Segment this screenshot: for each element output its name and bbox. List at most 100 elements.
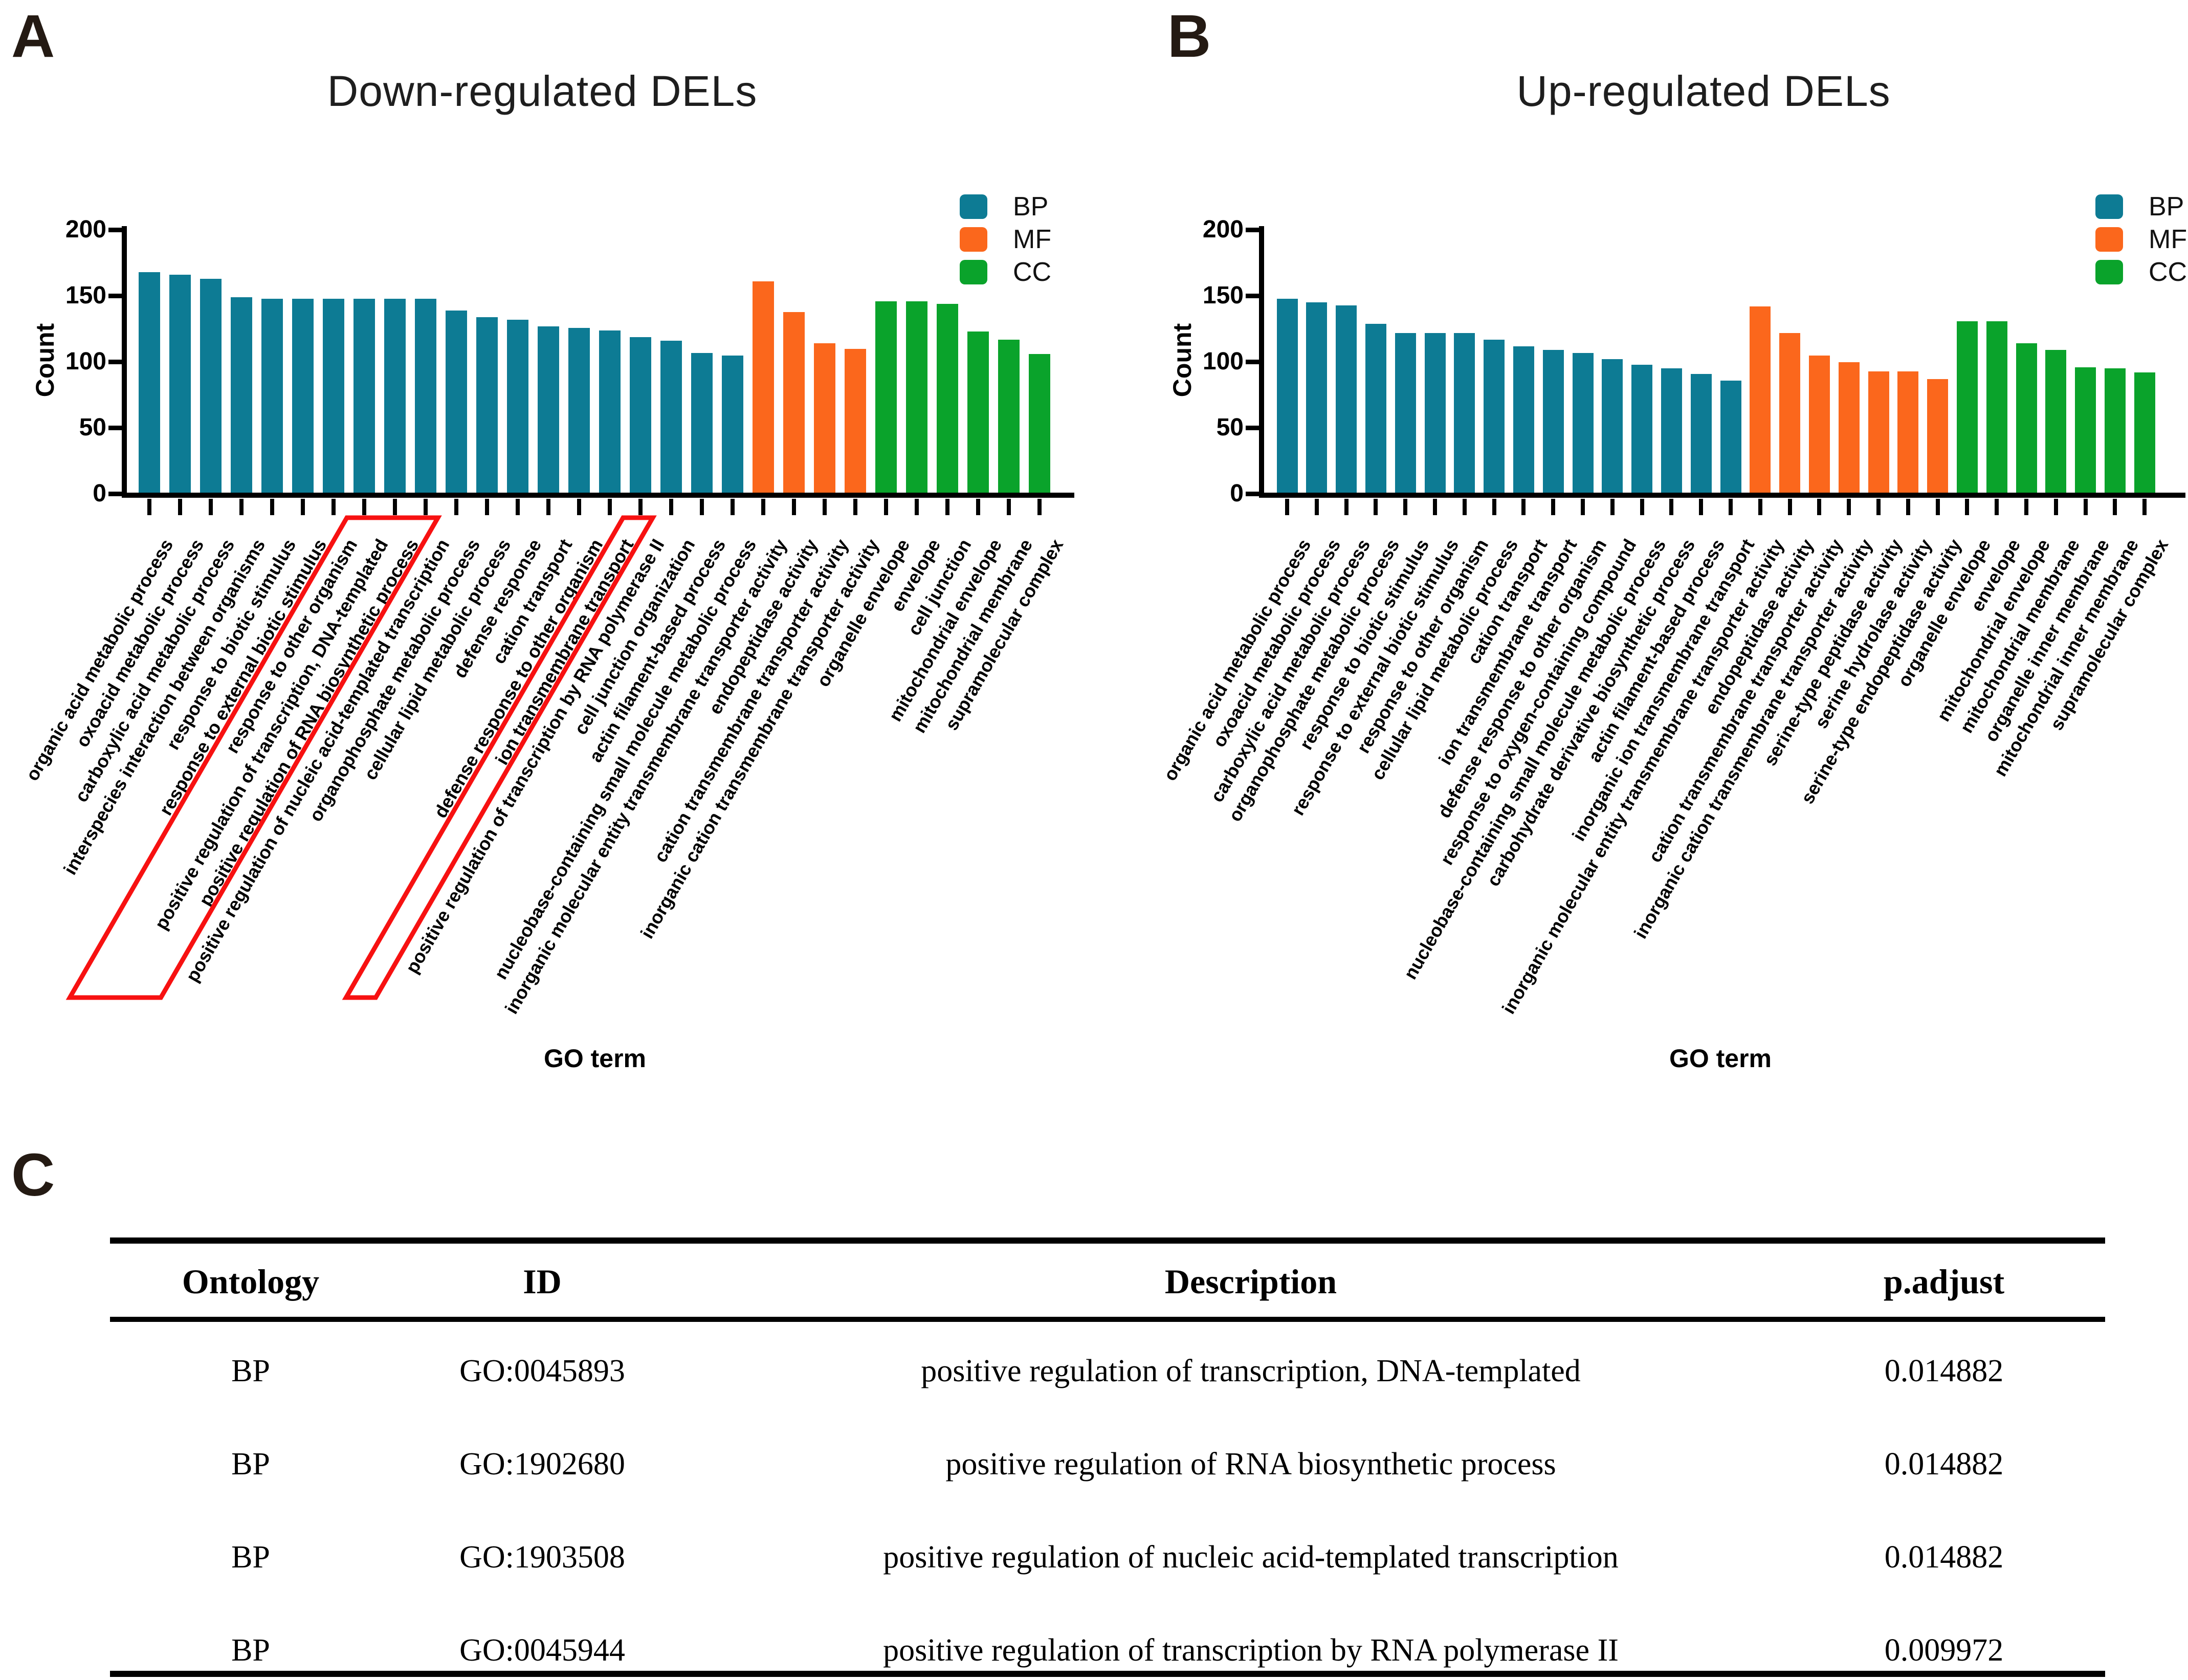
legend-label-mf: MF	[2149, 225, 2187, 254]
x-tick	[2053, 499, 2058, 515]
x-tick	[1007, 499, 1011, 515]
bar-bp	[292, 298, 314, 493]
bar-bp	[200, 279, 222, 493]
table-header-id: ID	[523, 1262, 562, 1301]
x-tick	[669, 499, 673, 515]
bar-bp	[169, 275, 191, 493]
panel-c-letter: C	[11, 1141, 55, 1209]
x-tick	[1314, 499, 1319, 515]
bar-cc	[937, 304, 958, 493]
x-tick	[1581, 499, 1585, 515]
bar-bp	[384, 298, 406, 493]
y-tick-label: 0	[1230, 480, 1244, 507]
x-tick	[853, 499, 857, 515]
bar-bp	[139, 272, 160, 493]
x-tick	[1787, 499, 1792, 515]
bar-bp	[1690, 373, 1712, 493]
bar-cc	[2075, 367, 2096, 493]
x-axis	[122, 493, 1074, 498]
bar-bp	[476, 317, 498, 493]
x-tick	[147, 499, 151, 515]
bar-bp	[415, 298, 436, 493]
x-tick	[884, 499, 888, 515]
bar-bp	[353, 298, 375, 493]
legend-label-mf: MF	[1013, 225, 1052, 254]
x-tick	[270, 499, 274, 515]
table-cell: GO:0045893	[459, 1354, 625, 1388]
table-header-ontology: Ontology	[182, 1262, 320, 1301]
legend-label-bp: BP	[1013, 192, 1049, 222]
bar-bp	[538, 326, 559, 493]
x-tick	[393, 499, 397, 515]
x-tick	[761, 499, 765, 515]
table-cell: 0.009972	[1884, 1633, 2004, 1668]
x-tick	[638, 499, 643, 515]
x-tick	[731, 499, 735, 515]
x-tick	[516, 499, 520, 515]
table-cell: 0.014882	[1884, 1540, 2004, 1575]
bar-bp	[1424, 333, 1446, 493]
bar-bp	[660, 341, 682, 493]
x-tick	[1935, 499, 1940, 515]
bar-mf	[1779, 333, 1801, 493]
x-tick	[1344, 499, 1349, 515]
table-cell: BP	[231, 1354, 270, 1388]
bar-cc	[2104, 368, 2126, 493]
y-tick-label: 150	[65, 282, 106, 309]
table-cell: GO:1902680	[459, 1447, 625, 1482]
bar-bp	[446, 310, 467, 493]
x-tick	[792, 499, 796, 515]
bar-bp	[1306, 302, 1328, 493]
bar-cc	[906, 301, 927, 493]
x-tick	[1669, 499, 1674, 515]
bar-bp	[1720, 380, 1741, 493]
bar-cc	[2134, 372, 2155, 493]
table-cell: positive regulation of RNA biosynthetic …	[945, 1447, 1556, 1482]
x-tick	[2113, 499, 2117, 515]
bar-mf	[845, 348, 866, 493]
legend-label-bp: BP	[2149, 192, 2184, 222]
x-tick	[915, 499, 919, 515]
panel-b-title: Up-regulated DELs	[1516, 67, 1891, 115]
table-cell: positive regulation of nucleic acid-temp…	[883, 1540, 1619, 1575]
x-tick	[1906, 499, 1910, 515]
bar-bp	[323, 298, 344, 493]
bar-bp	[507, 320, 528, 493]
bar-cc	[1956, 321, 1978, 493]
table-cell: BP	[231, 1447, 270, 1482]
x-tick	[546, 499, 550, 515]
y-tick-label: 100	[1202, 348, 1244, 375]
table-header-padjust: p.adjust	[1883, 1262, 2005, 1301]
table-cell: BP	[231, 1540, 270, 1575]
x-tick	[1758, 499, 1762, 515]
y-tick	[108, 492, 123, 496]
x-tick	[1640, 499, 1644, 515]
bar-bp	[1602, 359, 1623, 493]
x-axis	[1259, 493, 2185, 498]
bar-mf	[1808, 355, 1830, 493]
bar-bp	[231, 297, 252, 493]
table-header-description: Description	[1164, 1262, 1337, 1301]
x-tick	[239, 499, 244, 515]
bar-bp	[630, 337, 651, 493]
panel-b-letter: B	[1167, 3, 1211, 70]
bar-mf	[1838, 362, 1860, 493]
y-tick	[1246, 228, 1260, 232]
y-tick-label: 50	[79, 414, 106, 441]
y-tick	[1246, 360, 1260, 364]
x-tick	[209, 499, 213, 515]
y-tick	[108, 228, 123, 232]
bar-bp	[599, 330, 621, 493]
x-tick	[2083, 499, 2088, 515]
y-tick-label: 50	[1216, 414, 1244, 441]
x-tick	[178, 499, 182, 515]
y-tick	[1246, 426, 1260, 430]
bar-mf	[814, 343, 835, 493]
legend-swatch-mf	[960, 227, 987, 252]
x-tick	[2024, 499, 2028, 515]
x-tick	[1492, 499, 1496, 515]
bar-bp	[722, 355, 743, 493]
x-tick	[454, 499, 458, 515]
x-tick	[1374, 499, 1378, 515]
